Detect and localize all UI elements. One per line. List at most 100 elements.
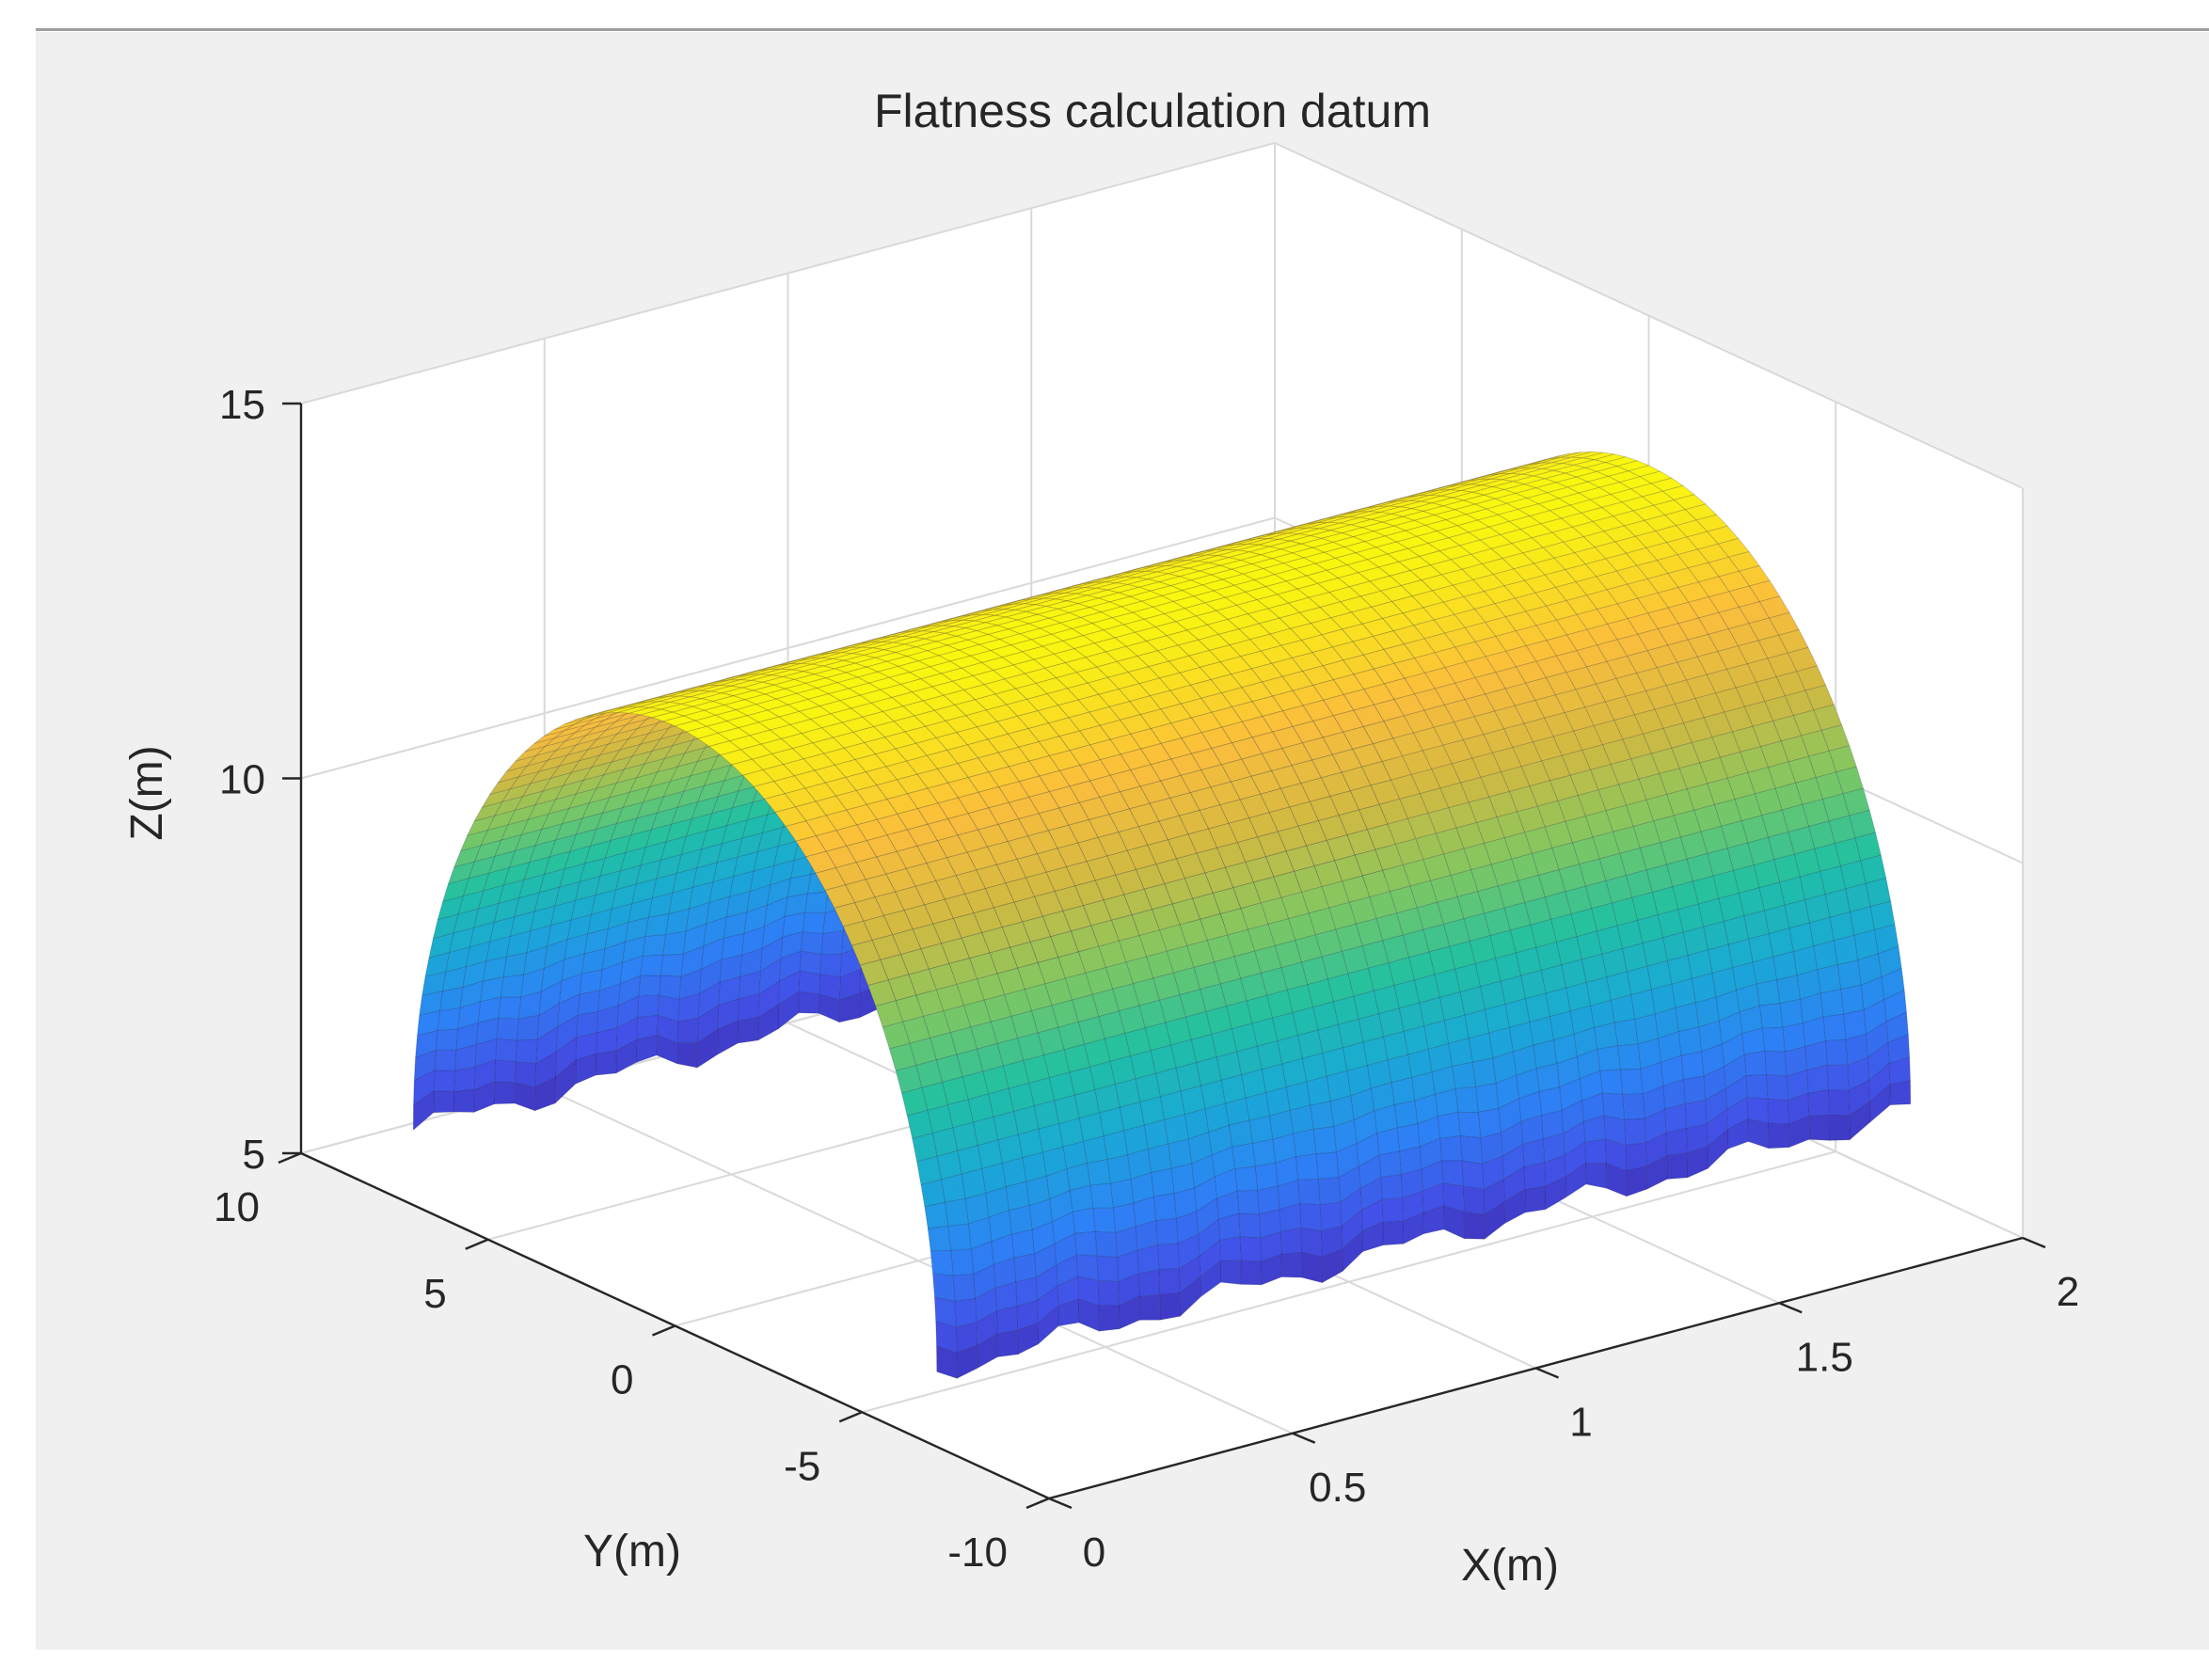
surface-patch bbox=[1767, 1098, 1789, 1125]
surface-patch bbox=[1393, 1100, 1419, 1129]
surface-patch bbox=[802, 911, 826, 934]
surface-patch bbox=[1820, 989, 1844, 1018]
surface-patch bbox=[941, 1173, 966, 1203]
surface-patch bbox=[1321, 1248, 1343, 1284]
z-axis-label: Z(m) bbox=[122, 745, 172, 840]
tick-labels: 0 0.5 1 1.5 2 -10 -5 0 5 10 5 10 15 bbox=[214, 382, 2079, 1576]
surface-patch bbox=[1817, 964, 1842, 994]
surface-patch bbox=[1610, 994, 1636, 1023]
surface-patch bbox=[1680, 1051, 1705, 1081]
surface-patch bbox=[1619, 1069, 1644, 1095]
surface-patch bbox=[1454, 1086, 1479, 1113]
surface-patch bbox=[1106, 1154, 1132, 1184]
surface-patch bbox=[676, 1042, 698, 1069]
surface-patch bbox=[1544, 1176, 1566, 1211]
surface-patch bbox=[1295, 1153, 1319, 1181]
surface-patch bbox=[1301, 1251, 1323, 1284]
surface-patch bbox=[1747, 1118, 1770, 1149]
surface-patch bbox=[1840, 984, 1865, 1015]
surface-patch bbox=[1756, 979, 1781, 1006]
surface-patch bbox=[495, 1038, 517, 1063]
surface-patch bbox=[514, 1061, 537, 1088]
surface-patch bbox=[1682, 1075, 1707, 1104]
surface-patch bbox=[1622, 1093, 1645, 1120]
surface-patch bbox=[1391, 1077, 1416, 1106]
surface-patch bbox=[676, 1017, 699, 1043]
x-tick-label: 2 bbox=[2057, 1269, 2079, 1315]
surface-patch bbox=[1299, 1203, 1322, 1232]
surface-patch bbox=[1315, 1151, 1340, 1181]
figure-top-border bbox=[36, 28, 2209, 31]
surface-patch bbox=[1605, 1163, 1628, 1197]
x-axis-label: X(m) bbox=[1461, 1541, 1559, 1591]
surface-patch bbox=[1297, 1179, 1321, 1206]
surface-patch bbox=[1677, 1026, 1702, 1056]
surface-patch bbox=[1828, 1114, 1851, 1141]
surface-patch bbox=[1179, 1276, 1201, 1318]
surface-patch bbox=[1824, 1038, 1849, 1066]
surface-patch bbox=[498, 996, 522, 1020]
y-tick-label: 10 bbox=[214, 1184, 260, 1230]
surface-patch bbox=[1092, 1207, 1117, 1233]
surface-patch bbox=[660, 953, 684, 977]
surface-patch bbox=[1761, 1026, 1786, 1053]
surface-patch bbox=[1523, 1162, 1546, 1191]
surface-patch bbox=[1310, 1101, 1334, 1131]
surface-patch bbox=[1468, 1032, 1494, 1063]
x-tick-label: 0 bbox=[1083, 1529, 1105, 1576]
surface-patch bbox=[1017, 1322, 1040, 1355]
surface-patch bbox=[1452, 1061, 1476, 1089]
surface-patch bbox=[1484, 1200, 1505, 1241]
surface-patch bbox=[1280, 1251, 1303, 1278]
surface-patch bbox=[1772, 951, 1798, 981]
surface-patch bbox=[1380, 1174, 1404, 1200]
surface-patch bbox=[798, 970, 821, 995]
surface-patch bbox=[1461, 1160, 1485, 1191]
surface-patch bbox=[1279, 1227, 1303, 1256]
surface-patch bbox=[1522, 1138, 1546, 1168]
surface-patch bbox=[820, 930, 844, 955]
surface-patch bbox=[1009, 1205, 1033, 1235]
surface-patch bbox=[950, 1248, 975, 1276]
tick-mark bbox=[1025, 1497, 1050, 1510]
surface-patch bbox=[516, 1014, 540, 1041]
surface-patch bbox=[433, 1090, 455, 1114]
surface-patch bbox=[1535, 1063, 1561, 1093]
surface-patch bbox=[936, 1345, 958, 1379]
surface-patch bbox=[956, 1345, 978, 1379]
surface-patch bbox=[1168, 1138, 1193, 1169]
surface-patch bbox=[1254, 1162, 1279, 1191]
surface-patch bbox=[576, 1010, 599, 1038]
surface-patch bbox=[977, 1333, 998, 1370]
surface-patch bbox=[437, 1006, 461, 1031]
surface-patch bbox=[1219, 1236, 1242, 1262]
surface-patch bbox=[1239, 1236, 1262, 1262]
surface-patch bbox=[1097, 1280, 1120, 1307]
x-tick-label: 1 bbox=[1569, 1400, 1592, 1446]
surface-patch bbox=[1593, 1022, 1618, 1050]
grid-line-back-z2 bbox=[300, 142, 1276, 404]
surface-patch bbox=[1584, 1138, 1607, 1165]
surface-patch bbox=[1164, 1114, 1189, 1145]
surface-patch bbox=[1437, 1111, 1461, 1139]
surface-patch bbox=[1827, 1089, 1851, 1117]
surface-patch bbox=[500, 974, 524, 998]
surface-patch bbox=[1378, 1150, 1402, 1179]
surface-patch bbox=[1248, 1115, 1274, 1144]
surface-patch bbox=[995, 1306, 1019, 1335]
surface-patch bbox=[1234, 1165, 1258, 1192]
tick-mark bbox=[1048, 1497, 1073, 1510]
y-tick-label: 5 bbox=[423, 1271, 446, 1317]
x-tick-label: 1.5 bbox=[1796, 1334, 1853, 1380]
surface-patch bbox=[494, 1059, 516, 1084]
z-tick-label: 15 bbox=[219, 382, 265, 428]
axes-lines bbox=[278, 402, 2046, 1510]
surface-patch bbox=[1599, 1069, 1624, 1095]
surface-patch bbox=[1836, 959, 1862, 991]
surface-patch bbox=[435, 1028, 459, 1051]
surface-patch bbox=[1292, 1129, 1317, 1158]
surface-patch bbox=[1475, 1083, 1500, 1113]
surface-patch bbox=[1103, 1130, 1128, 1161]
surface-patch bbox=[1743, 1050, 1767, 1077]
z-tick-label: 5 bbox=[243, 1132, 265, 1178]
